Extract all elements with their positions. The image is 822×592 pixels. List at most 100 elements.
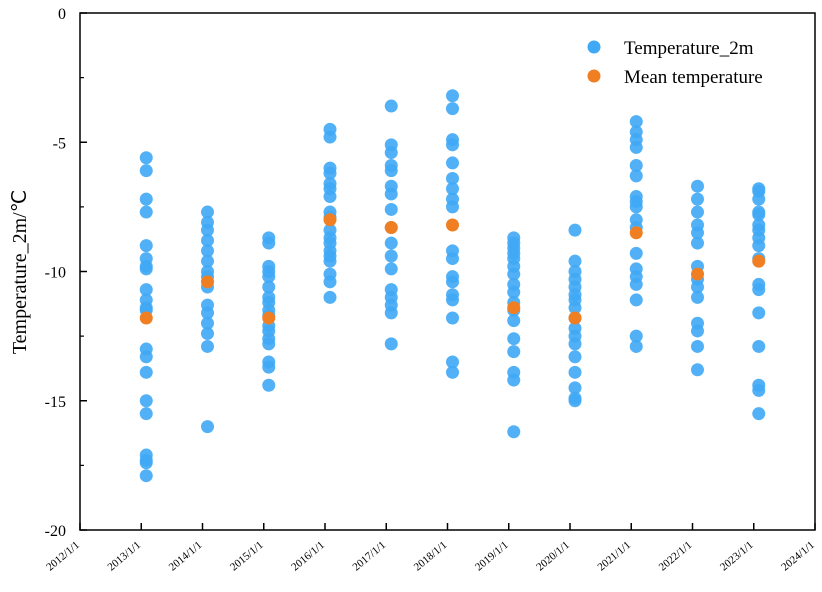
- x-tick-label: 2017/1/1: [350, 539, 388, 573]
- temperature-2m-point: [384, 249, 398, 263]
- legend-label-temperature-2m: Temperature_2m: [624, 38, 754, 59]
- series-mean-temperature: [139, 213, 766, 325]
- temperature-2m-point: [446, 182, 459, 196]
- temperature-2m-point: [139, 469, 153, 483]
- temperature-2m-point: [752, 383, 766, 397]
- temperature-2m-point: [262, 360, 276, 374]
- temperature-2m-point: [691, 192, 704, 206]
- temperature-2m-point: [752, 239, 766, 253]
- mean-temperature-point: [752, 254, 766, 268]
- x-tick-label: 2018/1/1: [412, 539, 450, 573]
- temperature-2m-point: [446, 200, 459, 214]
- temperature-2m-point: [629, 115, 643, 129]
- temperature-2m-point: [752, 306, 766, 320]
- x-tick-label: 2021/1/1: [595, 539, 633, 573]
- temperature-2m-point: [629, 200, 643, 214]
- x-tick-label: 2013/1/1: [105, 539, 143, 573]
- temperature-2m-point: [691, 179, 704, 193]
- temperature-2m-point: [262, 236, 276, 250]
- legend: Temperature_2m Mean temperature: [587, 38, 763, 88]
- temperature-2m-point: [201, 223, 214, 237]
- temperature-2m-point: [201, 339, 214, 353]
- temperature-2m-point: [262, 280, 276, 294]
- temperature-2m-point: [568, 381, 582, 395]
- temperature-2m-point: [201, 254, 214, 268]
- temperature-2m-point: [139, 262, 153, 276]
- temperature-2m-point: [323, 275, 337, 289]
- temperature-2m-point: [691, 339, 704, 353]
- mean-temperature-point: [323, 213, 337, 227]
- temperature-2m-point: [446, 311, 459, 325]
- y-tick-label: -5: [53, 135, 66, 152]
- x-tick-label: 2024/1/1: [779, 539, 817, 573]
- temperature-2m-point: [139, 151, 153, 165]
- temperature-2m-point: [752, 339, 766, 353]
- x-tick-label: 2019/1/1: [473, 539, 511, 573]
- temperature-2m-point: [507, 425, 521, 439]
- temperature-2m-point: [507, 314, 521, 328]
- temperature-2m-point: [691, 324, 704, 338]
- temperature-2m-point: [446, 102, 459, 116]
- mean-temperature-point: [446, 218, 459, 232]
- temperature-2m-point: [691, 280, 704, 294]
- temperature-2m-point: [139, 192, 153, 206]
- temperature-2m-point: [507, 332, 521, 346]
- y-tick-label: 0: [58, 6, 66, 23]
- y-tick-label: -15: [45, 394, 66, 411]
- mean-temperature-point: [568, 311, 582, 325]
- temperature-2m-point: [446, 171, 459, 185]
- temperature-2m-point: [201, 244, 214, 258]
- mean-temperature-point: [629, 226, 643, 240]
- y-axis: 0 -5 -10 -15 -20: [45, 6, 87, 540]
- mean-temperature-point: [262, 311, 276, 325]
- temperature-2m-point: [201, 233, 214, 247]
- x-tick-label: 2023/1/1: [718, 539, 756, 573]
- legend-label-mean-temperature: Mean temperature: [624, 67, 763, 88]
- temperature-2m-point: [691, 363, 704, 377]
- temperature-2m-point: [752, 192, 766, 206]
- temperature-2m-point: [201, 327, 214, 341]
- temperature-2m-point: [568, 394, 582, 408]
- y-tick-label: -10: [45, 265, 66, 282]
- legend-marker-temperature-2m: [587, 40, 601, 54]
- temperature-2m-point: [446, 138, 459, 152]
- temperature-2m-point: [384, 262, 398, 276]
- temperature-2m-point: [323, 130, 337, 144]
- temperature-2m-point: [201, 306, 214, 320]
- legend-marker-mean-temperature: [587, 69, 601, 83]
- temperature-2m-point: [507, 285, 521, 299]
- plot-frame: [79, 12, 816, 531]
- mean-temperature-point: [384, 221, 398, 235]
- temperature-2m-point: [323, 190, 337, 204]
- temperature-2m-point: [139, 456, 153, 470]
- temperature-2m-point: [323, 254, 337, 268]
- temperature-2m-point: [384, 164, 398, 178]
- temperature-2m-point: [139, 283, 153, 297]
- temperature-2m-point: [446, 355, 459, 369]
- temperature-2m-point: [568, 350, 582, 364]
- temperature-2m-point: [323, 290, 337, 304]
- temperature-2m-point: [691, 226, 704, 240]
- temperature-2m-point: [507, 267, 521, 281]
- temperature-2m-point: [201, 420, 214, 434]
- temperature-2m-point: [384, 202, 398, 216]
- temperature-2m-point: [262, 378, 276, 392]
- plot-area: [79, 12, 816, 531]
- temperature-2m-point: [629, 277, 643, 291]
- temperature-2m-point: [323, 166, 337, 180]
- mean-temperature-point: [139, 311, 153, 325]
- mean-temperature-point: [507, 301, 521, 315]
- temperature-2m-point: [629, 293, 643, 307]
- temperature-2m-point: [446, 89, 459, 103]
- temperature-2m-point: [384, 146, 398, 160]
- temperature-2m-point: [139, 205, 153, 219]
- temperature-2m-point: [568, 223, 582, 237]
- temperature-2m-point: [629, 329, 643, 343]
- x-tick-label: 2012/1/1: [44, 539, 82, 573]
- x-tick-label: 2022/1/1: [657, 539, 695, 573]
- temperature-2m-point: [139, 365, 153, 379]
- temperature-2m-point: [446, 293, 459, 307]
- mean-temperature-point: [691, 267, 704, 281]
- temperature-2m-point: [629, 159, 643, 173]
